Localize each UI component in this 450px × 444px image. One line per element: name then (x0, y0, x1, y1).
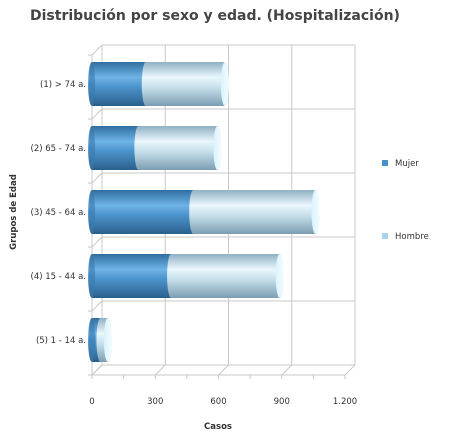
x-tick-label: 0 (89, 397, 94, 407)
y-side-line (91, 364, 103, 376)
legend-label-hombre: Hombre (395, 232, 429, 242)
x-tick-label: 600 (210, 397, 226, 407)
y-tick-label: (5) 1 - 14 a. (36, 336, 86, 346)
bar-end-cap (311, 190, 320, 234)
bar-end-cap (213, 126, 222, 170)
legend-swatch-hombre (382, 233, 388, 239)
x-tick-label: 900 (274, 397, 290, 407)
y-side-line (91, 44, 103, 56)
y-side-line (91, 300, 103, 312)
bar-mujer (88, 62, 150, 106)
y-tick-label: (2) 65 - 74 a. (31, 144, 86, 154)
bar-hombre (134, 126, 222, 170)
x-tick-labels: 0 300 600 900 1.200 (89, 397, 357, 407)
y-tick-labels: (1) > 74 a. (2) 65 - 74 a. (3) 45 - 64 a. (… (31, 80, 86, 346)
x-floor-line (281, 364, 293, 376)
x-floor-line (218, 364, 229, 376)
chart-title: Distribución por sexo y edad. (Hospitali… (30, 8, 400, 24)
x-floor-line (344, 364, 356, 376)
bar-hombre (141, 62, 229, 106)
legend-swatch-mujer (382, 160, 388, 166)
bar-mujer (88, 190, 198, 234)
bar-start-cap (89, 190, 95, 234)
x-tick-label: 1.200 (333, 397, 357, 407)
bar-start-cap (89, 318, 95, 362)
legend-label-mujer: Mujer (395, 159, 419, 169)
bar-mujer (88, 126, 143, 170)
bar-end-cap (220, 62, 229, 106)
legend: Mujer Hombre (382, 159, 429, 242)
x-axis-title: Casos (204, 422, 232, 432)
y-side-line (91, 172, 103, 184)
bar-start-cap (89, 254, 95, 298)
bar-start-cap (89, 62, 95, 106)
bar-end-cap (275, 254, 284, 298)
bar-mujer (88, 254, 176, 298)
bar-start-cap (89, 126, 95, 170)
bar-end-cap (103, 318, 112, 362)
x-tick-label: 300 (147, 397, 163, 407)
y-tick-label: (4) 15 - 44 a. (31, 272, 86, 282)
bars (88, 62, 320, 362)
bar-hombre (167, 254, 284, 298)
y-axis-title: Grupos de Edad (9, 174, 19, 250)
x-floor-line (154, 364, 166, 376)
y-tick-label: (3) 45 - 64 a. (31, 208, 86, 218)
y-side-line (91, 108, 103, 120)
y-side-line (91, 236, 103, 248)
y-tick-label: (1) > 74 a. (40, 80, 86, 90)
bar-hombre (189, 190, 320, 234)
